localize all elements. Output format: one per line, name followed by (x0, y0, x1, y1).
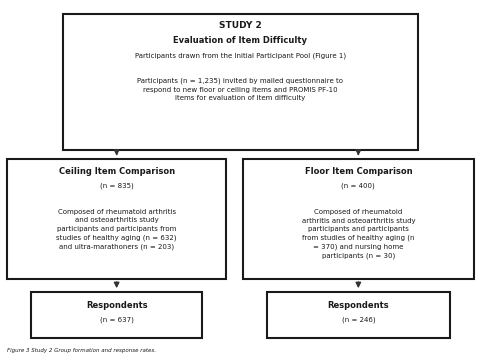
FancyBboxPatch shape (62, 14, 418, 150)
Text: Respondents: Respondents (327, 301, 388, 310)
Text: Evaluation of Item Difficulty: Evaluation of Item Difficulty (173, 35, 307, 45)
Text: Figure 3 Study 2 Group formation and response rates.: Figure 3 Study 2 Group formation and res… (7, 348, 156, 353)
FancyBboxPatch shape (266, 292, 449, 338)
FancyBboxPatch shape (31, 292, 202, 338)
Text: Floor Item Comparison: Floor Item Comparison (304, 167, 411, 176)
Text: (n = 835): (n = 835) (99, 183, 133, 189)
Text: Composed of rheumatoid arthritis
and osteoarthritis study
participants and parti: Composed of rheumatoid arthritis and ost… (56, 209, 177, 250)
FancyBboxPatch shape (242, 159, 473, 279)
Text: (n = 637): (n = 637) (99, 316, 133, 323)
Text: (n = 246): (n = 246) (341, 316, 374, 323)
FancyBboxPatch shape (7, 159, 226, 279)
Text: Ceiling Item Comparison: Ceiling Item Comparison (59, 167, 174, 176)
Text: Composed of rheumatoid
arthritis and osteoarthritis study
participants and parti: Composed of rheumatoid arthritis and ost… (301, 209, 414, 260)
Text: STUDY 2: STUDY 2 (219, 21, 261, 30)
Text: Participants drawn from the Initial Participant Pool (Figure 1): Participants drawn from the Initial Part… (135, 52, 345, 59)
Text: Participants (n = 1,235) invited by mailed questionnaire to
respond to new floor: Participants (n = 1,235) invited by mail… (137, 78, 343, 101)
Text: (n = 400): (n = 400) (341, 183, 374, 189)
Text: Respondents: Respondents (85, 301, 147, 310)
